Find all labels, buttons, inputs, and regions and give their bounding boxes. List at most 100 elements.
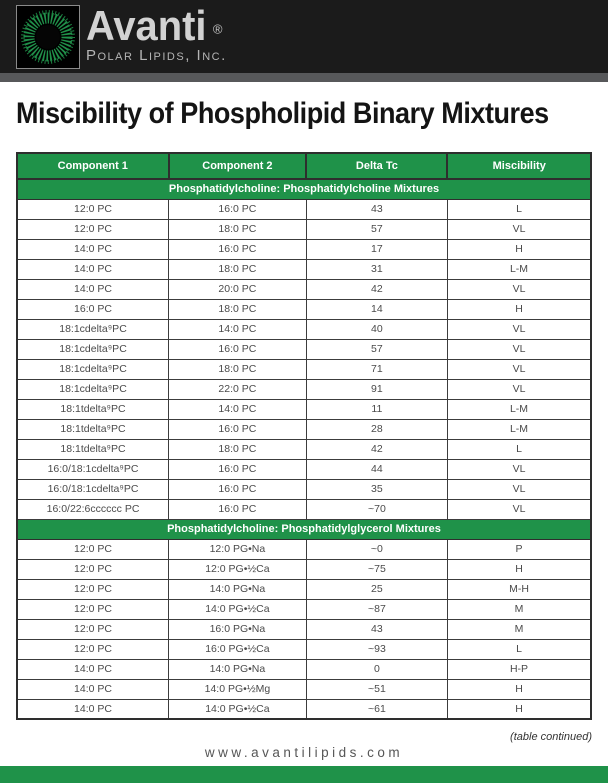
table-cell: 18:0 PC <box>168 298 307 320</box>
table-cell: 14:0 PC <box>16 258 170 280</box>
table-cell: ~87 <box>305 598 448 620</box>
website-url[interactable]: www.avantilipids.com <box>204 745 404 760</box>
brand-name: Avanti <box>86 2 207 49</box>
table-cell: 12:0 PG•½Ca <box>168 558 307 580</box>
table-cell: 12:0 PG•Na <box>168 538 307 560</box>
table-cell: 40 <box>305 318 448 340</box>
table-cell: 16:0 PG•½Ca <box>168 638 307 660</box>
table-cell: 14:0 PC <box>16 238 170 260</box>
table-cell: 18:1tdelta⁹PC <box>16 438 170 460</box>
table-cell: VL <box>446 318 592 340</box>
table-cell: M-H <box>446 578 592 600</box>
table-cell: 31 <box>305 258 448 280</box>
table-row: 18:1cdelta⁹PC 18:0 PC 71 VL <box>16 358 592 380</box>
section-title: Phosphatidylcholine: Phosphatidylglycero… <box>16 518 592 540</box>
table-cell: M <box>446 618 592 640</box>
table-cell: L <box>446 438 592 460</box>
table-cell: H <box>446 678 592 700</box>
table-cell: 14 <box>305 298 448 320</box>
table-cell: 14:0 PG•Na <box>168 578 307 600</box>
table-row: 12:0 PC 16:0 PC 43 L <box>16 198 592 220</box>
table-cell: 16:0/18:1cdelta⁹PC <box>16 458 170 480</box>
table-cell: 14:0 PC <box>16 658 170 680</box>
table-cell: 16:0/22:6cccccc PC <box>16 498 170 520</box>
table-row: 12:0 PC 12:0 PG•Na ~0 P <box>16 538 592 560</box>
table-cell: 16:0 PG•Na <box>168 618 307 640</box>
table-cell: 12:0 PC <box>16 558 170 580</box>
table-cell: VL <box>446 458 592 480</box>
table-cell: 16:0 PC <box>168 418 307 440</box>
table-cell: 14:0 PG•½Mg <box>168 678 307 700</box>
table-cell: VL <box>446 358 592 380</box>
table-row: 16:0/18:1cdelta⁹PC 16:0 PC 35 VL <box>16 478 592 500</box>
table-cell: 12:0 PC <box>16 538 170 560</box>
header-divider-strip <box>0 73 608 82</box>
table-cell: 35 <box>305 478 448 500</box>
table-cell: ~70 <box>305 498 448 520</box>
table-row: 18:1tdelta⁹PC 14:0 PC 11 L-M <box>16 398 592 420</box>
table-row: 18:1cdelta⁹PC 22:0 PC 91 VL <box>16 378 592 400</box>
table-row: 14:0 PC 18:0 PC 31 L-M <box>16 258 592 280</box>
table-cell: VL <box>446 478 592 500</box>
section-header-row: Phosphatidylcholine: Phosphatidylglycero… <box>16 518 592 540</box>
table-cell: VL <box>446 218 592 240</box>
table-cell: 12:0 PC <box>16 598 170 620</box>
table-cell: 14:0 PC <box>16 278 170 300</box>
column-header-miscibility: Miscibility <box>446 152 592 180</box>
table-cell: 14:0 PG•½Ca <box>168 698 307 720</box>
column-header-component1: Component 1 <box>16 152 170 180</box>
table-cell: VL <box>446 278 592 300</box>
table-cell: 16:0 PC <box>168 238 307 260</box>
table-row: 12:0 PC 14:0 PG•½Ca ~87 M <box>16 598 592 620</box>
table-cell: VL <box>446 338 592 360</box>
table-cell: H <box>446 558 592 580</box>
table-cell: H <box>446 298 592 320</box>
table-cell: 16:0 PC <box>168 458 307 480</box>
table-cell: VL <box>446 498 592 520</box>
table-cell: M <box>446 598 592 620</box>
table-cell: 16:0/18:1cdelta⁹PC <box>16 478 170 500</box>
table-header: Component 1 Component 2 Delta Tc Miscibi… <box>16 152 592 180</box>
table-row: 14:0 PC 16:0 PC 17 H <box>16 238 592 260</box>
table-cell: 14:0 PC <box>16 678 170 700</box>
table-cell: 16:0 PC <box>168 338 307 360</box>
table-cell: 16:0 PC <box>168 498 307 520</box>
table-cell: H <box>446 238 592 260</box>
table-cell: 18:0 PC <box>168 358 307 380</box>
footer-green-bar <box>0 766 608 783</box>
table-cell: 14:0 PG•Na <box>168 658 307 680</box>
table-cell: 0 <box>305 658 448 680</box>
table-cell: 71 <box>305 358 448 380</box>
table-cell: 42 <box>305 278 448 300</box>
table-cell: 18:1cdelta⁹PC <box>16 318 170 340</box>
table-cell: 14:0 PG•½Ca <box>168 598 307 620</box>
table-cell: L-M <box>446 258 592 280</box>
table-row: 18:1cdelta⁹PC 14:0 PC 40 VL <box>16 318 592 340</box>
brand-subtitle: Polar Lipids, Inc. <box>86 47 227 64</box>
table-cell: H <box>446 698 592 720</box>
table-cell: 57 <box>305 218 448 240</box>
table-row: 18:1tdelta⁹PC 18:0 PC 42 L <box>16 438 592 460</box>
table-cell: 42 <box>305 438 448 460</box>
column-header-row: Component 1 Component 2 Delta Tc Miscibi… <box>16 152 592 180</box>
table-cell: 18:1cdelta⁹PC <box>16 358 170 380</box>
table-cell: P <box>446 538 592 560</box>
avanti-logo <box>16 5 80 69</box>
table-cell: 12:0 PC <box>16 218 170 240</box>
table-cell: 28 <box>305 418 448 440</box>
sunburst-logo-icon <box>21 10 75 64</box>
table-cell: 12:0 PC <box>16 638 170 660</box>
table-cell: L <box>446 638 592 660</box>
table-cell: 57 <box>305 338 448 360</box>
table-cell: 18:0 PC <box>168 258 307 280</box>
table-row: 12:0 PC 14:0 PG•Na 25 M-H <box>16 578 592 600</box>
table-row: 14:0 PC 14:0 PG•½Ca ~61 H <box>16 698 592 720</box>
brand-text: Avanti ® Polar Lipids, Inc. <box>86 4 227 64</box>
table-cell: 11 <box>305 398 448 420</box>
table-row: 18:1cdelta⁹PC 16:0 PC 57 VL <box>16 338 592 360</box>
table-cell: 25 <box>305 578 448 600</box>
table-cell: VL <box>446 378 592 400</box>
table-row: 12:0 PC 18:0 PC 57 VL <box>16 218 592 240</box>
table-cell: 14:0 PC <box>16 698 170 720</box>
table-cell: 18:1cdelta⁹PC <box>16 378 170 400</box>
